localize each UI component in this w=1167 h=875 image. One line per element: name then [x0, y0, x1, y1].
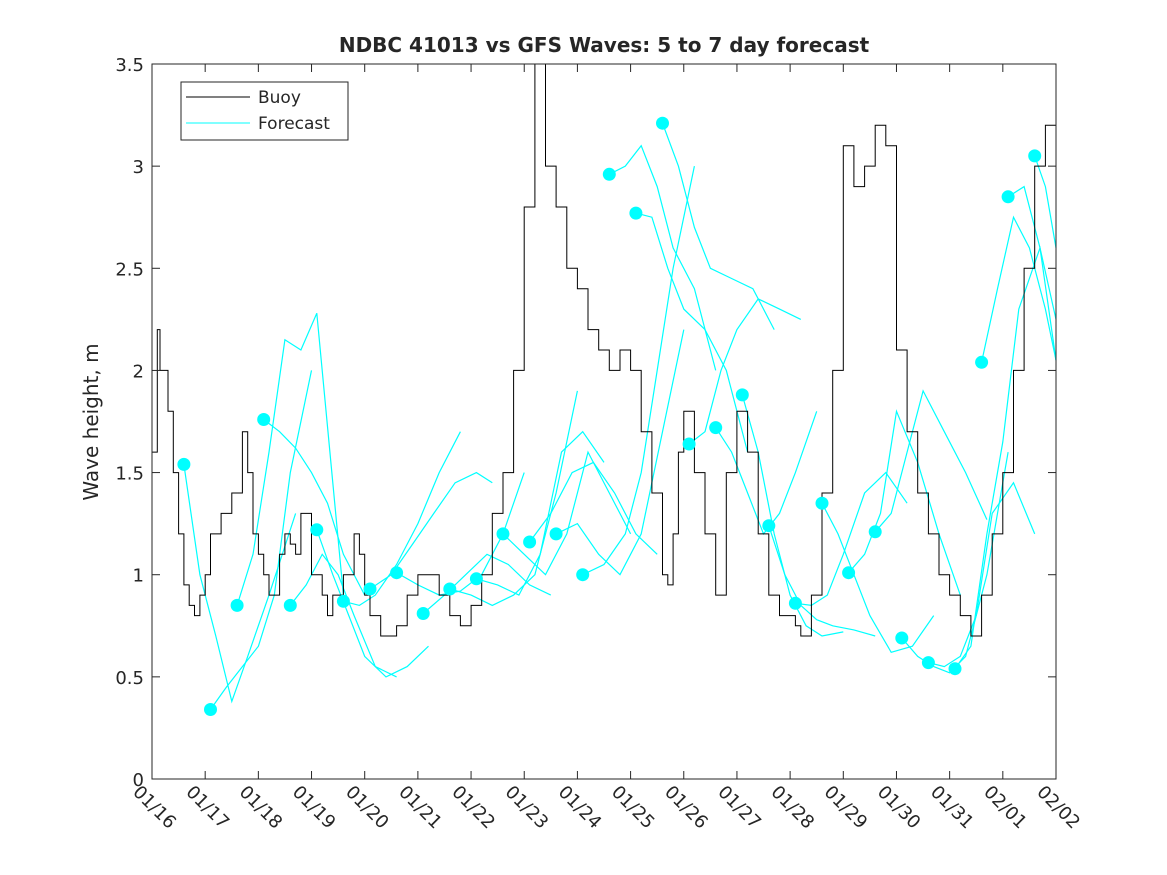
- forecast-start-point-3: [230, 598, 244, 612]
- forecast-start-point-32: [1001, 190, 1015, 204]
- forecast-line-14: [529, 461, 658, 555]
- axes-box: [151, 63, 1057, 780]
- forecast-start-point-22: [735, 388, 749, 402]
- forecast-start-point-6: [310, 523, 324, 537]
- tick-marks: [151, 63, 1057, 780]
- forecast-start-point-14: [523, 535, 537, 549]
- y-axis-label: Wave height, m: [79, 343, 103, 500]
- forecast-line-20: [688, 298, 802, 445]
- forecast-line-32: [1007, 185, 1057, 361]
- forecast-start-point-11: [443, 582, 457, 596]
- forecast-line-3: [236, 312, 344, 606]
- plot-area: [152, 64, 1056, 779]
- y-tick-label: 2: [133, 361, 144, 382]
- y-tick-label: 0: [133, 770, 144, 791]
- forecast-line-25: [821, 502, 935, 654]
- legend-box: [180, 81, 349, 141]
- forecast-line-12: [476, 430, 605, 596]
- forecast-start-point-19: [656, 116, 669, 130]
- forecast-start-point-15: [549, 527, 563, 541]
- series-layer: [152, 63, 1057, 710]
- y-tick-label: 0.5: [115, 668, 144, 689]
- forecast-start-markers: [177, 116, 1042, 716]
- buoy-line: [152, 63, 1057, 637]
- forecast-start-point-30: [948, 662, 962, 676]
- y-tick-label: 2.5: [115, 259, 144, 280]
- forecast-line-4: [263, 419, 366, 596]
- forecast-line-31: [981, 215, 1057, 363]
- forecast-start-point-26: [842, 566, 856, 580]
- forecast-line-28: [901, 451, 1009, 674]
- forecast-start-point-9: [390, 566, 404, 580]
- y-tick-label: 3.5: [115, 55, 144, 76]
- forecast-start-point-7: [336, 594, 350, 608]
- forecast-start-point-28: [895, 631, 909, 645]
- forecast-start-point-27: [868, 525, 882, 539]
- y-tick-label: 1.5: [115, 464, 144, 485]
- forecast-line-16: [582, 165, 695, 576]
- forecast-line-29: [928, 481, 1036, 668]
- forecast-start-point-31: [975, 355, 989, 369]
- forecast-start-point-10: [416, 607, 430, 620]
- forecast-line-27: [874, 389, 988, 533]
- forecast-start-point-4: [257, 413, 271, 426]
- forecast-line-19: [661, 122, 775, 330]
- forecast-start-point-25: [815, 496, 829, 510]
- legend-forecast-label: Forecast: [258, 114, 330, 134]
- forecast-start-point-23: [762, 519, 776, 533]
- forecast-line-17: [609, 144, 717, 371]
- forecast-start-point-21: [709, 421, 723, 435]
- forecast-line-7: [343, 431, 461, 607]
- forecast-line-6: [316, 529, 429, 678]
- legend-buoy-label: Buoy: [258, 88, 301, 108]
- forecast-line-13: [502, 450, 632, 576]
- forecast-start-point-12: [469, 572, 483, 586]
- forecast-line-11: [449, 390, 578, 607]
- y-tick-label: 3: [133, 157, 144, 178]
- forecast-start-point-13: [496, 527, 510, 541]
- forecast-start-point-18: [629, 206, 643, 220]
- y-tick-label: 1: [133, 566, 144, 587]
- forecast-start-point-2: [204, 703, 217, 716]
- forecast-start-point-8: [363, 582, 377, 596]
- forecast-line-23: [768, 525, 876, 637]
- forecast-start-point-16: [576, 568, 590, 582]
- forecast-start-point-24: [788, 596, 802, 610]
- forecast-line-2: [210, 370, 313, 710]
- legend: Buoy Forecast: [180, 81, 349, 141]
- forecast-start-point-1: [177, 457, 191, 471]
- chart-title: NDBC 41013 vs GFS Waves: 5 to 7 day fore…: [339, 33, 870, 57]
- forecast-start-point-5: [283, 598, 297, 612]
- forecast-start-point-29: [921, 656, 935, 670]
- forecast-start-point-33: [1028, 149, 1042, 163]
- forecast-start-point-17: [602, 167, 616, 181]
- forecast-line-15: [555, 329, 685, 576]
- forecast-line-18: [635, 212, 749, 453]
- forecast-start-point-20: [682, 437, 696, 451]
